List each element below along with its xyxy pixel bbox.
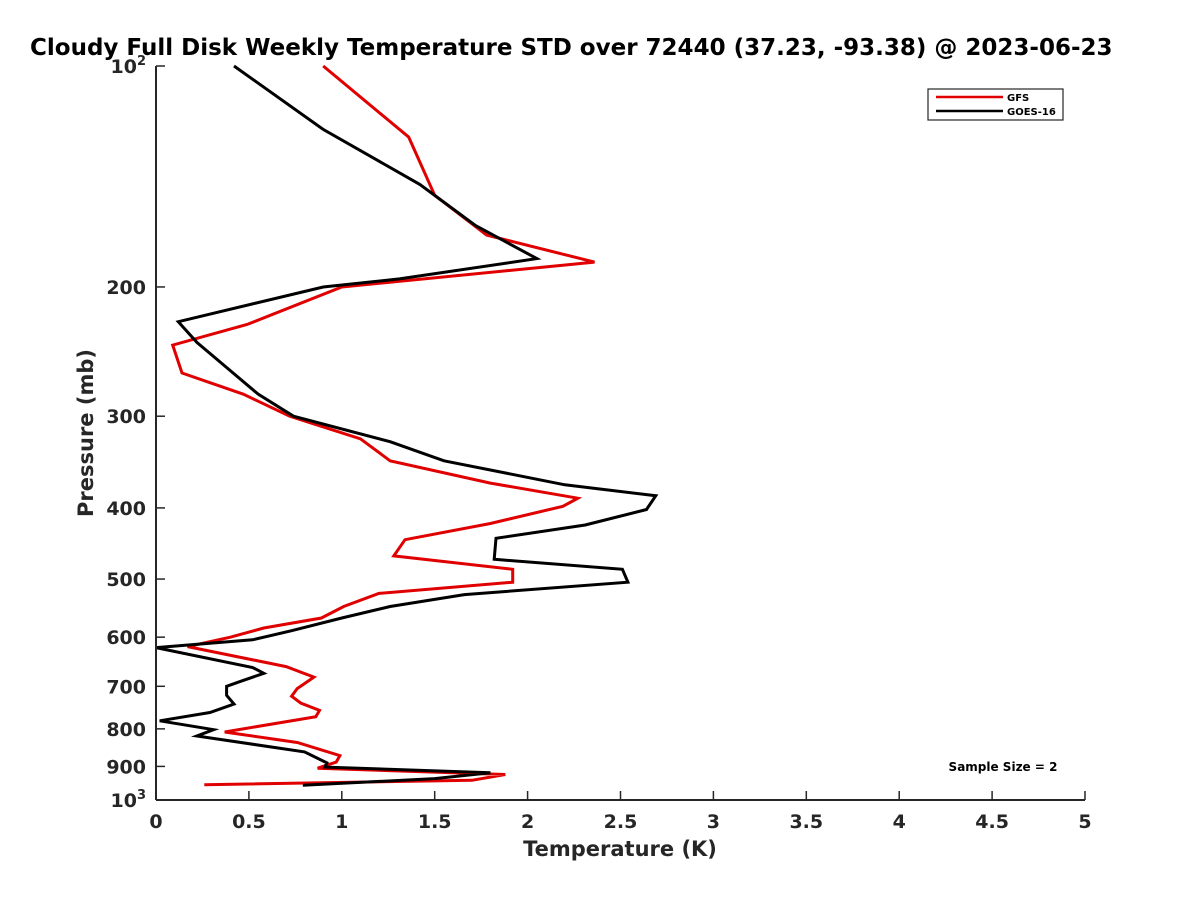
x-tick-label: 1 bbox=[335, 811, 348, 833]
legend-box bbox=[927, 88, 1064, 121]
series-line-gfs bbox=[170, 64, 595, 787]
x-tick-label: 4 bbox=[893, 811, 906, 833]
x-axis-label: Temperature (K) bbox=[523, 837, 717, 861]
y-tick-label: 500 bbox=[106, 569, 146, 591]
x-tick-label: 3.5 bbox=[789, 811, 823, 833]
x-tick-label: 1.5 bbox=[418, 811, 452, 833]
x-axis-ticks: 0 0.5 1 1.5 2 2.5 3 3.5 4 4.5 5 bbox=[149, 791, 1092, 833]
series-line-goes-16 bbox=[155, 64, 659, 787]
y-tick-label: 900 bbox=[106, 756, 146, 778]
x-tick-label: 3 bbox=[707, 811, 720, 833]
y-tick-label: 200 bbox=[106, 277, 146, 299]
plot-area bbox=[155, 64, 1085, 801]
y-tick-label: 300 bbox=[106, 406, 146, 428]
legend-label-goes-16: GOES-16 bbox=[1007, 107, 1056, 118]
x-tick-label: 2.5 bbox=[604, 811, 638, 833]
y-tick-label: 600 bbox=[106, 627, 146, 649]
legend-label-gfs: GFS bbox=[1007, 93, 1029, 104]
x-tick-label: 4.5 bbox=[975, 811, 1009, 833]
chart-title: Cloudy Full Disk Weekly Temperature STD … bbox=[30, 35, 1113, 61]
y-tick-label: 102 bbox=[111, 54, 147, 78]
y-tick-label: 103 bbox=[111, 788, 147, 812]
sample-size-annotation: Sample Size = 2 bbox=[949, 760, 1058, 774]
y-tick-label: 400 bbox=[106, 498, 146, 520]
x-tick-label: 0 bbox=[149, 811, 162, 833]
x-tick-label: 5 bbox=[1078, 811, 1091, 833]
series-layer bbox=[155, 64, 659, 787]
y-tick-label: 800 bbox=[106, 719, 146, 741]
legend: GFS GOES-16 bbox=[927, 88, 1064, 121]
y-axis-label: Pressure (mb) bbox=[74, 349, 98, 517]
x-tick-label: 0.5 bbox=[232, 811, 266, 833]
y-axis-ticks: 102 200 300 400 500 600 700 800 900 103 bbox=[106, 54, 165, 812]
x-tick-label: 2 bbox=[521, 811, 534, 833]
y-tick-label: 700 bbox=[106, 676, 146, 698]
